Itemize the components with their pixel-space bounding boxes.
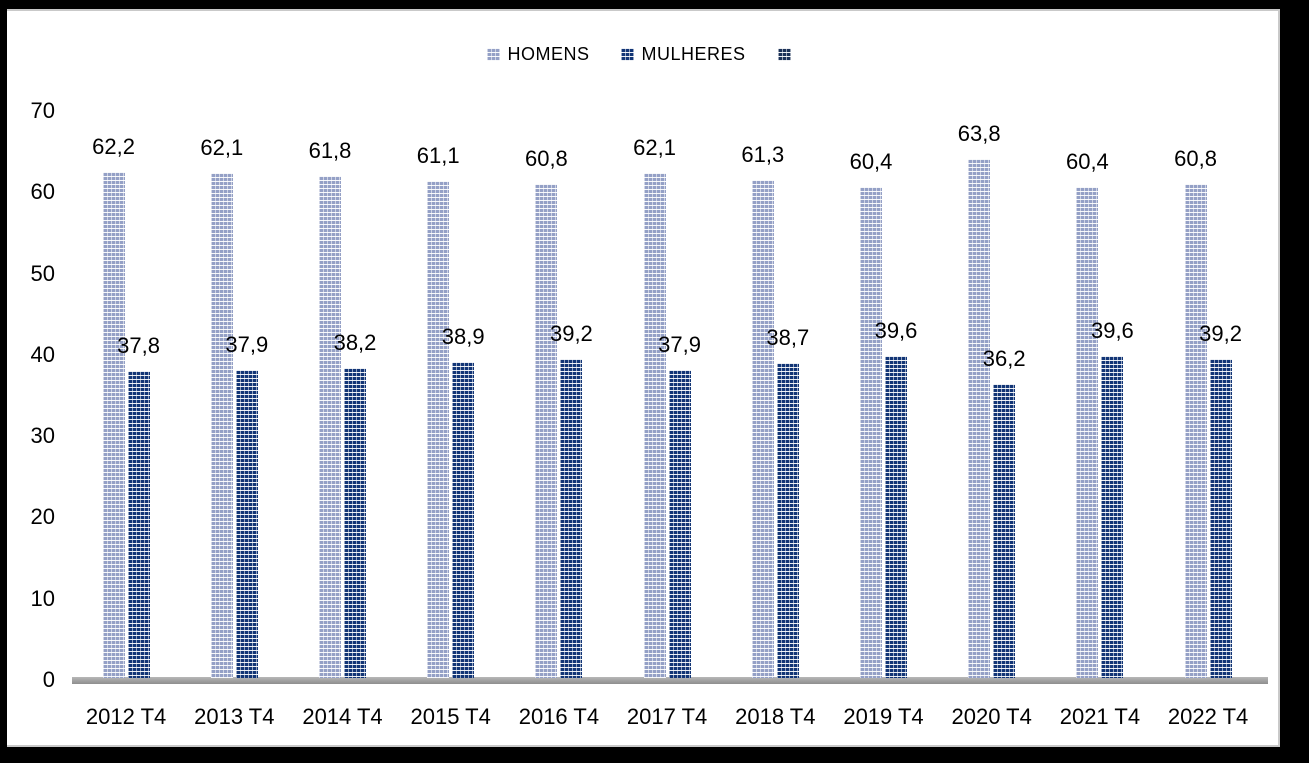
bar-homens	[1184, 183, 1207, 678]
data-label-homens: 62,1	[633, 135, 676, 161]
data-label-mulheres: 38,7	[766, 325, 810, 351]
data-label-mulheres: 38,2	[333, 329, 377, 355]
bar-homens	[535, 183, 558, 678]
bar-homens	[751, 179, 774, 678]
x-axis-tick-label: 2019 T4	[843, 704, 924, 729]
legend-item-unlabeled	[777, 48, 798, 61]
mulheres-series-marker-icon	[621, 48, 635, 61]
bar-homens	[102, 172, 125, 678]
unlabeled-series-marker-icon	[777, 48, 791, 61]
bar-mulheres	[1101, 356, 1124, 678]
x-axis-tick-label: 2016 T4	[518, 704, 600, 729]
bar-homens	[968, 159, 991, 678]
data-label-homens: 60,4	[1065, 149, 1109, 175]
bar-mulheres	[560, 359, 583, 678]
data-label-homens: 60,8	[524, 145, 568, 171]
data-label-homens: 60,8	[1174, 145, 1217, 171]
bar-mulheres	[235, 369, 258, 678]
bar-mulheres	[668, 369, 691, 678]
y-axis-tick-label: 60	[30, 179, 55, 205]
data-label-homens: 62,2	[92, 134, 135, 160]
data-label-mulheres: 38,9	[441, 323, 485, 349]
legend-label-homens: HOMENS	[507, 44, 590, 64]
x-axis-tick-label: 2020 T4	[951, 704, 1032, 729]
x-axis-tick-label: 2013 T4	[194, 704, 275, 729]
bar-homens	[643, 173, 666, 678]
bar-homens	[210, 173, 233, 678]
bar-homens	[1076, 187, 1099, 678]
bar-mulheres	[993, 383, 1016, 678]
x-axis-tick-label: 2021 T4	[1059, 704, 1141, 729]
bar-mulheres	[452, 361, 475, 678]
data-label-homens: 61,1	[416, 143, 460, 169]
data-label-homens: 60,4	[849, 149, 893, 175]
plot-area: 0 10 20 30 40 50 60 70 62,2 37,8 2012 T4 62,1 37,9 20…	[7, 11, 1278, 745]
x-axis-line	[72, 677, 1268, 684]
legend-item-homens: HOMENS	[487, 44, 589, 65]
x-axis-tick-label: 2012 T4	[85, 704, 167, 729]
x-axis-tick-label: 2022 T4	[1167, 704, 1249, 729]
data-label-mulheres: 37,9	[225, 331, 269, 357]
y-axis-tick-label: 30	[30, 423, 55, 449]
y-axis-tick-label: 70	[30, 98, 55, 124]
y-axis-tick-label: 50	[30, 260, 55, 286]
bar-homens	[427, 181, 450, 678]
data-label-mulheres: 37,9	[658, 331, 701, 357]
bar-homens	[319, 175, 341, 678]
bar-homens	[860, 187, 882, 678]
y-axis-tick-label: 10	[30, 585, 55, 611]
y-axis-tick-label: 20	[30, 504, 55, 530]
chart-canvas: HOMENS MULHERES 0 10 20 30 40 50 60 70 62,2 37,8 2…	[7, 9, 1280, 747]
legend-label-mulheres: MULHERES	[641, 44, 746, 64]
bar-mulheres	[885, 356, 907, 678]
bar-mulheres	[127, 370, 150, 678]
x-axis-tick-label: 2018 T4	[735, 704, 816, 729]
data-label-homens: 61,8	[308, 137, 352, 163]
data-label-mulheres: 39,2	[549, 321, 593, 347]
data-label-homens: 61,3	[741, 141, 785, 167]
data-label-homens: 62,1	[200, 135, 244, 161]
x-axis-tick-label: 2015 T4	[410, 704, 491, 729]
data-label-mulheres: 39,6	[874, 318, 918, 344]
y-axis-tick-label: 0	[42, 667, 55, 692]
data-label-mulheres: 39,2	[1199, 321, 1242, 347]
data-label-homens: 63,8	[957, 121, 1001, 147]
legend: HOMENS MULHERES	[7, 44, 1278, 65]
x-axis-tick-label: 2017 T4	[626, 704, 708, 729]
legend-item-mulheres: MULHERES	[621, 44, 745, 65]
y-axis-tick-label: 40	[30, 341, 55, 367]
bar-mulheres	[344, 367, 366, 678]
data-label-mulheres: 36,2	[982, 345, 1026, 371]
homens-series-marker-icon	[487, 48, 501, 61]
x-axis-tick-label: 2014 T4	[302, 704, 383, 729]
data-label-mulheres: 37,8	[117, 332, 160, 358]
bar-mulheres	[776, 363, 799, 678]
data-label-mulheres: 39,6	[1090, 318, 1134, 344]
bar-mulheres	[1209, 359, 1232, 678]
